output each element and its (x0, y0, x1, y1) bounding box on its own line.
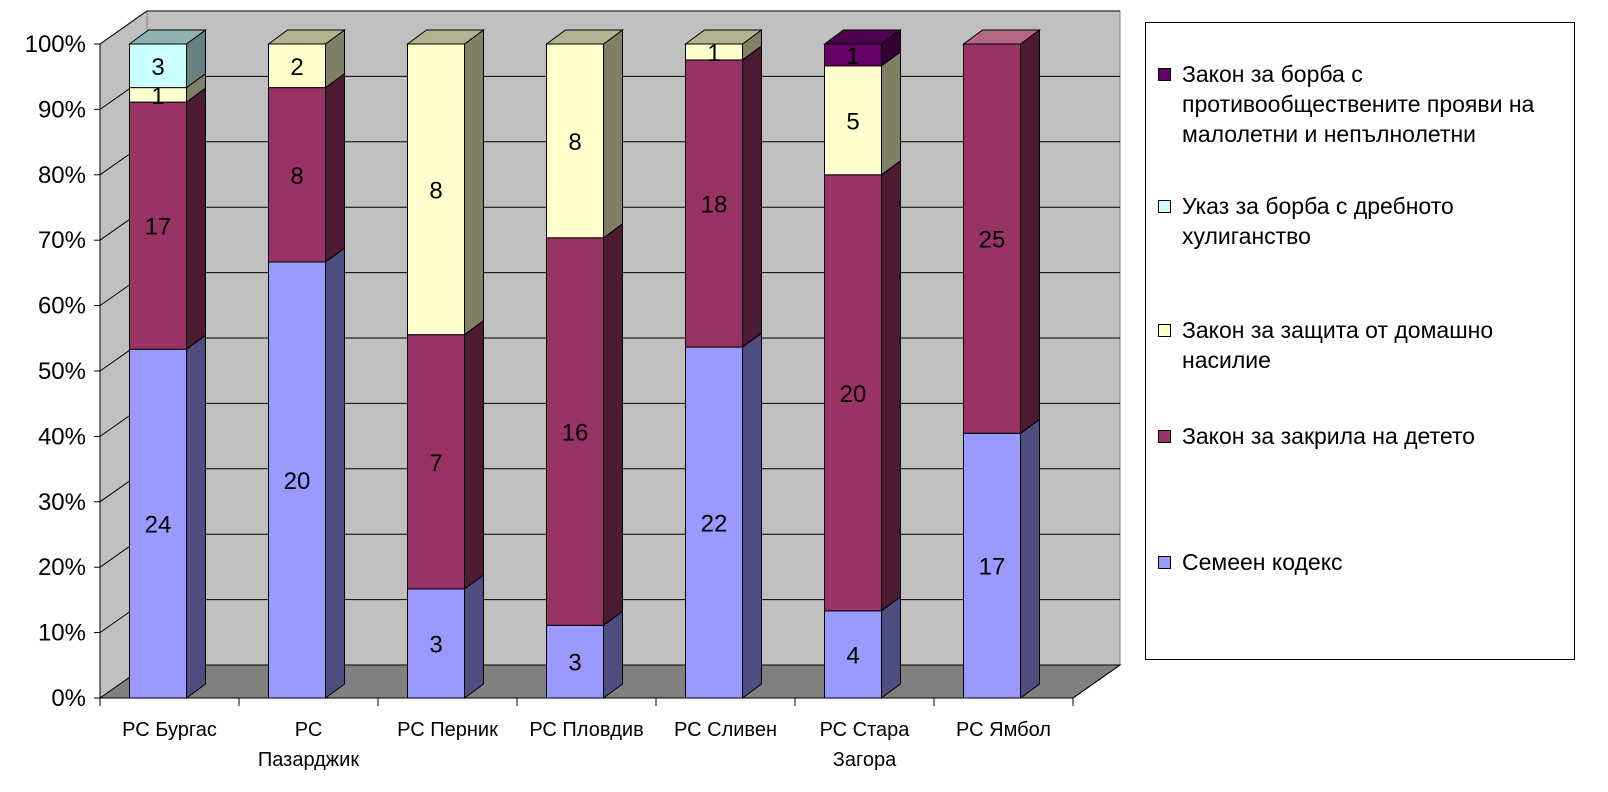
legend-label-domestic-violence-law: Закон за защита от домашно насилие (1182, 317, 1494, 373)
data-label: 3 (429, 632, 442, 659)
y-tick-label: 100% (25, 31, 86, 58)
bar-segment (268, 87, 326, 263)
data-label: 2 (290, 54, 303, 81)
bar-side (881, 50, 901, 176)
bar-side (186, 334, 206, 699)
bar-side (881, 595, 901, 699)
data-label: 8 (290, 163, 303, 190)
gridline (99, 10, 1120, 45)
legend-label-antisocial-law: Закон за борба с противообществените про… (1182, 61, 1535, 147)
data-label: 17 (145, 214, 172, 241)
bar-segment (963, 432, 1021, 699)
legend-label-child-protection-law: Закон за закрила на детето (1182, 423, 1475, 449)
bar-top (405, 29, 486, 45)
y-tick-label: 70% (38, 227, 86, 254)
bar-side (186, 87, 206, 351)
x-tick-label: РС (295, 719, 323, 741)
bar-segment (824, 65, 882, 176)
data-label: 25 (979, 227, 1006, 254)
bar-side (603, 222, 623, 627)
bar-segment (129, 348, 187, 699)
data-label: 3 (151, 54, 164, 81)
data-label: 18 (701, 192, 728, 219)
data-label: 20 (284, 468, 311, 495)
data-label: 16 (562, 420, 589, 447)
legend-swatch-child-protection-law (1158, 430, 1171, 443)
data-label: 20 (840, 381, 867, 408)
bar-side (464, 319, 484, 590)
bar-side (325, 72, 345, 263)
bar-side (1020, 29, 1040, 435)
bar-segment (824, 174, 882, 612)
bar-segment (407, 334, 465, 590)
bar-side (742, 44, 762, 349)
bar-side (603, 29, 623, 239)
bar-side (325, 247, 345, 699)
legend-swatch-family-code (1158, 556, 1171, 569)
bar-top (683, 29, 764, 45)
y-tick-label: 50% (38, 358, 86, 385)
data-label: 8 (568, 129, 581, 156)
y-tick-label: 60% (38, 293, 86, 320)
legend-label-hooliganism-decree: Указ за борба с дребното хулиганство (1182, 193, 1454, 249)
data-label: 1 (846, 43, 859, 70)
data-label: 17 (979, 554, 1006, 581)
x-tick-label: РС Пловдив (529, 719, 643, 741)
data-label: 4 (846, 642, 859, 669)
bar-segment (685, 59, 743, 348)
x-tick-label: РС Стара (820, 719, 911, 741)
bar-segment (268, 43, 326, 89)
y-tick-label: 20% (38, 554, 86, 581)
bar-top (127, 29, 208, 45)
bar-side (464, 574, 484, 699)
legend-swatch-domestic-violence-law (1158, 324, 1171, 337)
floor-edge (1072, 664, 1121, 699)
x-tick-label: РС Сливен (674, 719, 777, 741)
bar-segment (824, 610, 882, 699)
y-tick-label: 90% (38, 96, 86, 123)
data-label: 22 (701, 511, 728, 538)
legend: Закон за борба с противообществените про… (1145, 22, 1575, 660)
data-label: 1 (707, 40, 720, 67)
bar-segment (129, 101, 187, 350)
legend-swatch-antisocial-law (1158, 68, 1171, 81)
bar-top (822, 29, 903, 45)
x-tick-label: Загора (833, 749, 897, 771)
bar-side (881, 159, 901, 612)
data-label: 8 (429, 177, 442, 204)
bar-top (266, 29, 347, 45)
bar-segment (407, 588, 465, 699)
y-tick-label: 30% (38, 489, 86, 516)
data-label: 7 (429, 450, 442, 477)
legend-label-family-code: Семеен кодекс (1182, 549, 1343, 575)
bar-top (544, 29, 625, 45)
bar-segment (268, 261, 326, 699)
bar-top (961, 29, 1042, 45)
bar-segment (546, 237, 604, 626)
y-tick-label: 10% (38, 620, 86, 647)
y-tick-label: 0% (51, 685, 86, 712)
bar-segment (546, 624, 604, 699)
bar-segment (407, 43, 465, 336)
bar-side (742, 332, 762, 699)
y-tick-label: 40% (38, 423, 86, 450)
data-label: 24 (145, 512, 172, 539)
legend-swatch-hooliganism-decree (1158, 200, 1171, 213)
y-tick-label: 80% (38, 162, 86, 189)
bar-side (603, 610, 623, 699)
x-tick-label: Пазарджик (258, 749, 359, 771)
x-tick-label: РС Ямбол (956, 719, 1051, 741)
data-label: 5 (846, 108, 859, 135)
bar-side (464, 29, 484, 336)
x-tick-label: РС Бургас (122, 719, 217, 741)
x-tick-label: РС Перник (397, 719, 498, 741)
stacked-bar-chart: 0%10%20%30%40%50%60%70%80%90%100%241713Р… (25, 10, 1122, 771)
bar-segment (685, 346, 743, 699)
bar-side (1020, 418, 1040, 699)
bar-segment (963, 43, 1021, 434)
data-label: 3 (568, 650, 581, 677)
data-label: 1 (151, 83, 164, 110)
